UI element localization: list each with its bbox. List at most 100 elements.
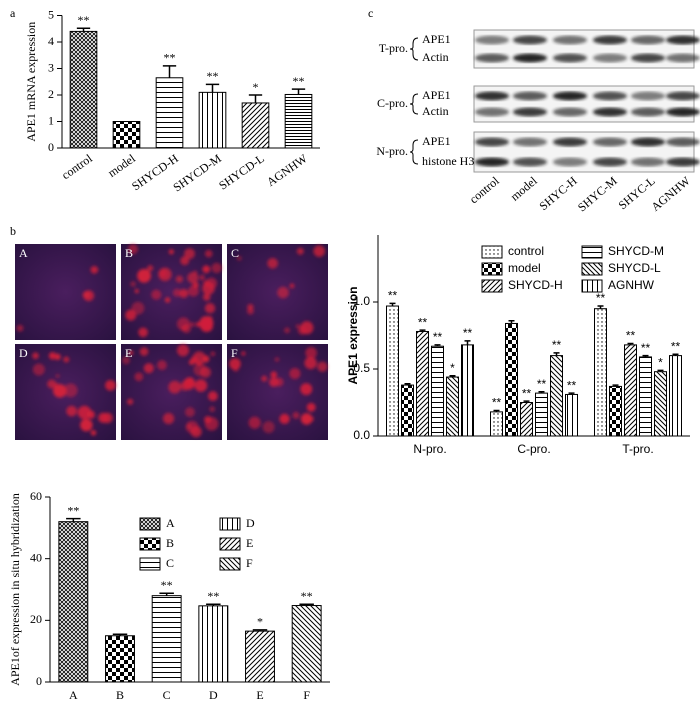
- stain-spot: [83, 290, 95, 302]
- y-axis-label: APE1of expression in situ hybridization: [8, 493, 22, 686]
- error-bar: [657, 369, 664, 372]
- stain-spot: [204, 302, 216, 314]
- x-tick-label: C: [163, 688, 171, 702]
- stain-spot: [292, 411, 300, 419]
- blot-band: [631, 107, 665, 117]
- stain-spot: [175, 275, 184, 283]
- bar: [245, 630, 275, 683]
- bar: [155, 77, 184, 149]
- blot-frames: [409, 29, 695, 173]
- stain-spot: [300, 413, 313, 425]
- error-bar: [291, 88, 306, 95]
- bar: [151, 595, 182, 683]
- stain: [236, 245, 326, 335]
- blot-row-label: APE1: [422, 32, 451, 46]
- blot-row-label: Actin: [422, 50, 449, 64]
- blot-band: [513, 91, 547, 101]
- significance-label: **: [671, 339, 681, 353]
- bar-chart: a 0 1 2 3 4 5 APE1 mRNA expression control ** mode…: [10, 6, 320, 194]
- legend-swatch: [219, 557, 241, 571]
- blot-band: [513, 107, 547, 117]
- stain: [122, 344, 219, 438]
- stain-spot: [138, 327, 148, 338]
- blot-band: [631, 91, 665, 101]
- significance-label: **: [293, 74, 305, 88]
- x-tick-label: D: [209, 688, 218, 702]
- bar: [490, 411, 503, 437]
- error-bar: [627, 342, 634, 345]
- stain-spot: [190, 322, 195, 327]
- stain-spot: [204, 249, 213, 258]
- stain-spot: [80, 418, 93, 432]
- y-tick-label: 3: [48, 60, 54, 74]
- stain-spot: [143, 363, 154, 374]
- legend-label: B: [166, 536, 174, 550]
- significance-label: *: [450, 361, 455, 375]
- blot-band: [475, 107, 509, 117]
- x-tick-label: SHYCD-M: [170, 151, 224, 194]
- blot-band: [593, 157, 627, 167]
- stain-spot: [192, 351, 206, 365]
- error-bar: [508, 320, 515, 324]
- blot-lane-label: SHYC-H: [536, 173, 579, 213]
- error-bar: [434, 344, 441, 347]
- error-bar: [299, 603, 314, 606]
- bar: [58, 521, 89, 683]
- stain-spot: [232, 365, 239, 372]
- bar: [565, 393, 578, 437]
- stain-spot: [199, 274, 205, 281]
- stain-spot: [168, 249, 174, 255]
- bar: [609, 385, 622, 437]
- stain-spot: [48, 352, 57, 360]
- legend-swatch: [139, 537, 161, 551]
- legend-label: F: [246, 556, 253, 570]
- bar: [461, 344, 474, 437]
- y-axis-label: APE1 mRNA expression: [24, 22, 38, 142]
- legend-swatch: [219, 537, 241, 551]
- stain-spot: [300, 321, 314, 335]
- stain-spot: [90, 265, 99, 274]
- bar: [69, 30, 98, 149]
- y-tick-label: 0: [48, 140, 54, 154]
- stain-spot: [199, 316, 214, 331]
- stain-spot: [279, 413, 290, 424]
- stain-spot: [130, 281, 136, 287]
- error-bar: [553, 352, 560, 356]
- error-bar: [568, 392, 575, 395]
- blot-band: [513, 35, 547, 45]
- blot-band: [553, 107, 587, 117]
- legend-swatch: [481, 245, 503, 259]
- blot-row-label: Actin: [422, 104, 449, 118]
- legend-label: E: [246, 536, 253, 550]
- stain-spot: [105, 379, 116, 391]
- stain-spot: [180, 381, 190, 391]
- legend-label: SHYCD-H: [508, 278, 563, 292]
- legend-swatch: [581, 262, 603, 276]
- stain-spot: [196, 361, 202, 367]
- error-bar: [597, 305, 604, 309]
- legend-label: model: [508, 261, 541, 275]
- blot-lane-label: model: [508, 173, 540, 203]
- micrograph-image: [15, 244, 116, 340]
- stain-spot: [304, 356, 317, 370]
- stain-spot: [241, 351, 246, 356]
- stain-spot: [229, 358, 241, 370]
- panel-label: a: [10, 6, 16, 20]
- error-bar: [205, 83, 220, 93]
- bar-chart: 0 20 40 60 APE1of expression in situ hybridi…: [8, 489, 330, 702]
- stain-spot: [300, 383, 313, 396]
- y-axis-label: APE1 expression: [346, 286, 360, 384]
- bar: [669, 355, 682, 437]
- legend-label: A: [166, 516, 175, 530]
- blot-band: [553, 91, 587, 101]
- bar: [535, 392, 548, 437]
- stain-spot: [180, 256, 190, 266]
- bar: [624, 344, 637, 437]
- blot-band: [553, 35, 587, 45]
- stain-spot: [16, 324, 24, 332]
- stain-spot: [202, 265, 211, 274]
- bar: [291, 605, 322, 683]
- stain-spot: [147, 265, 154, 272]
- micrograph: D: [15, 344, 116, 440]
